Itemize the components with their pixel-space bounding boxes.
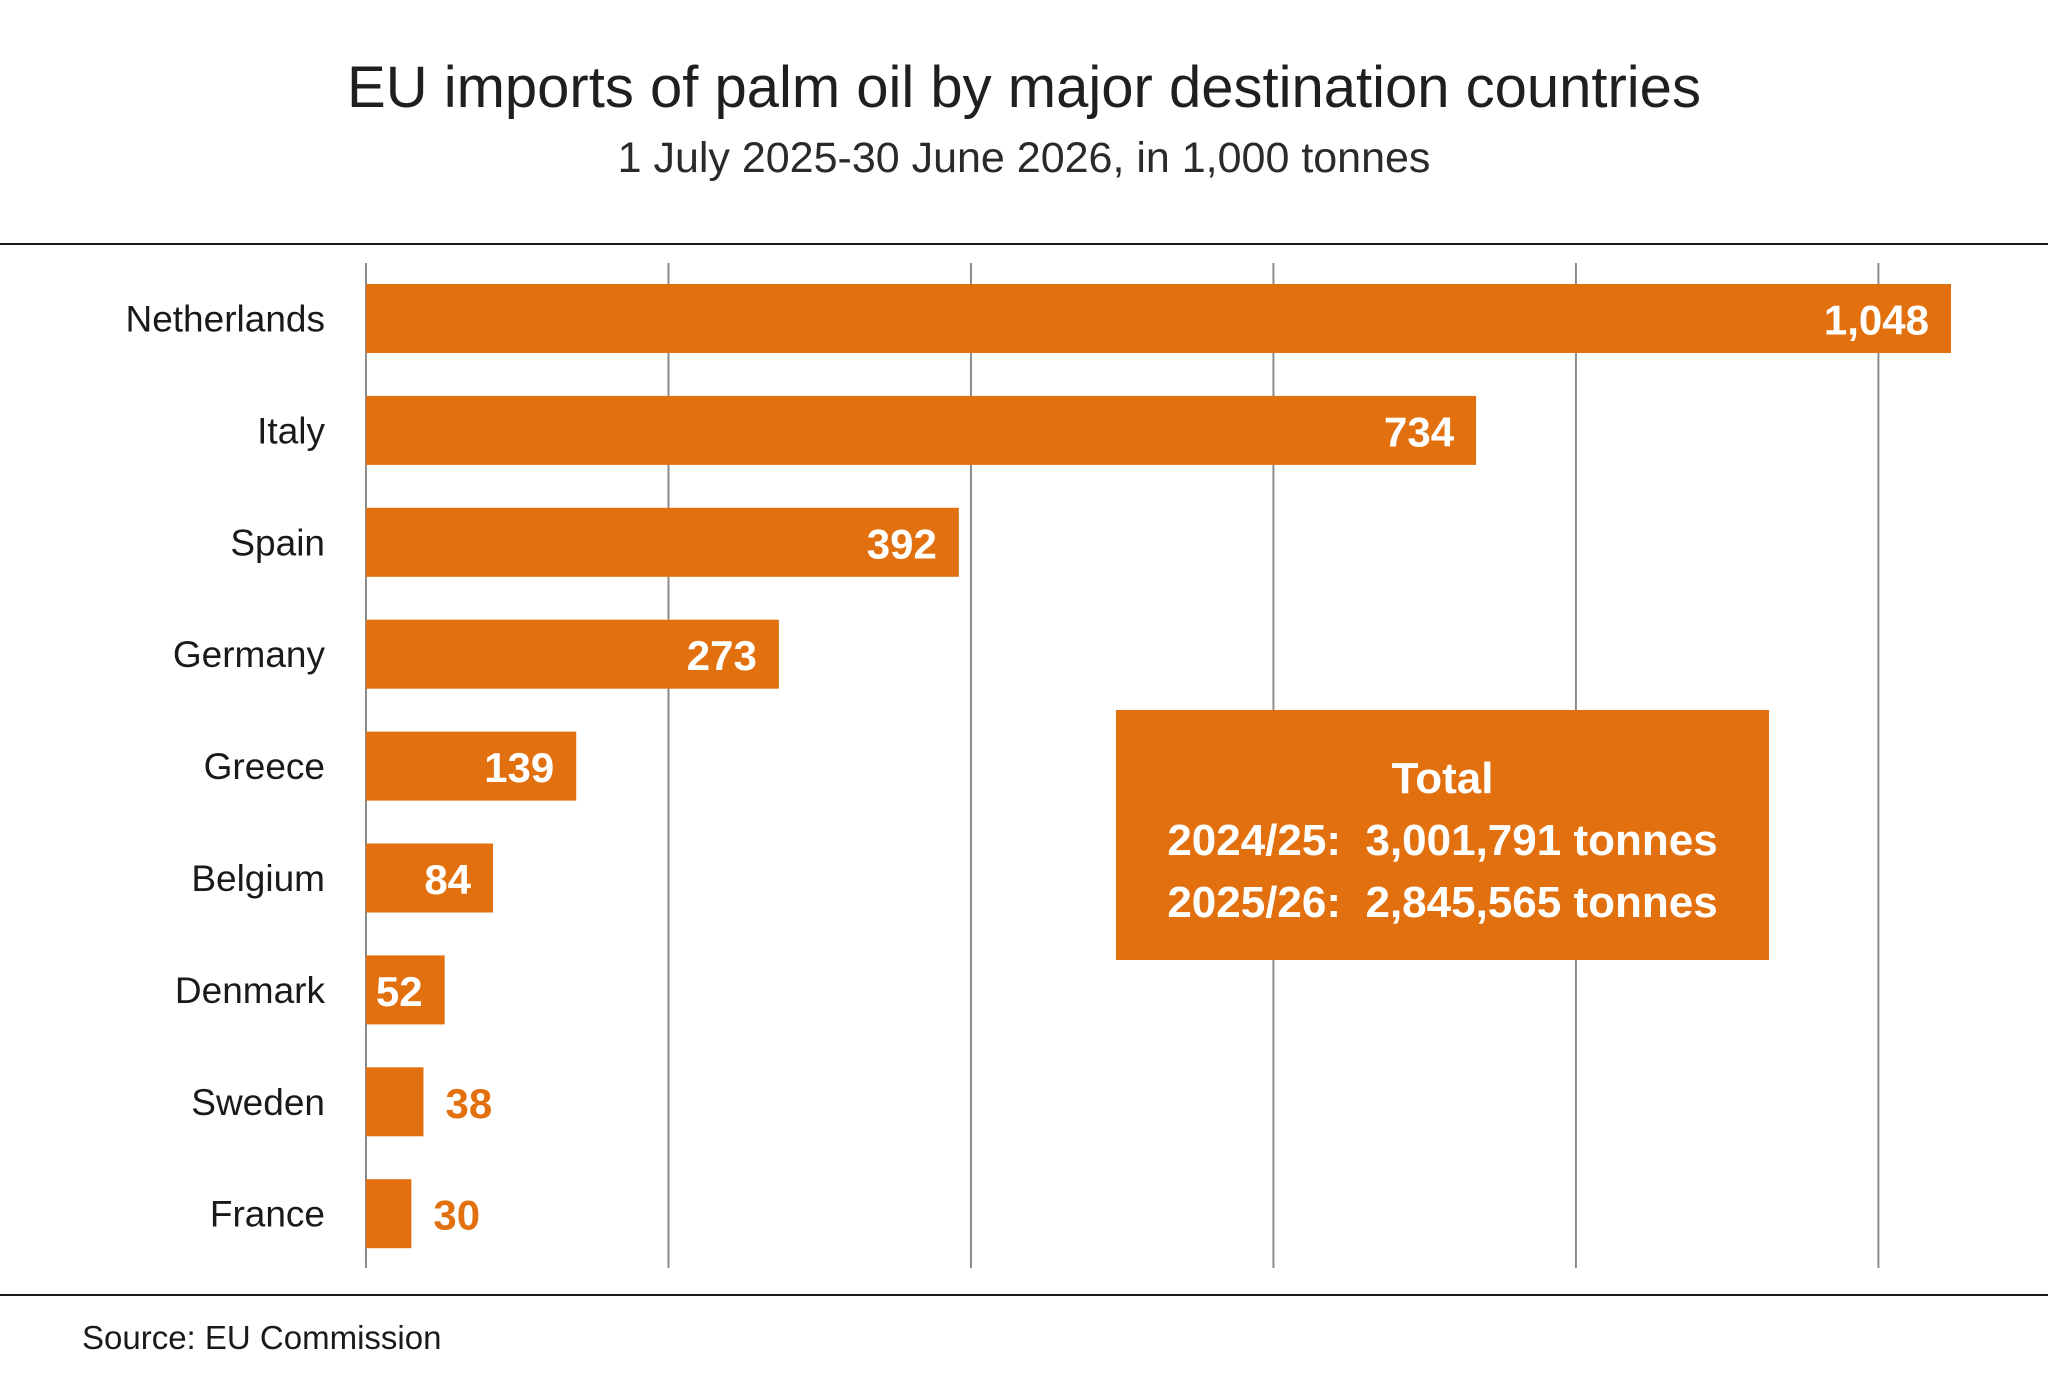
bar-spain bbox=[366, 507, 959, 577]
total-heading: Total bbox=[1391, 754, 1494, 803]
value-label-germany: 273 bbox=[687, 632, 757, 679]
value-label-netherlands: 1,048 bbox=[1824, 297, 1929, 344]
category-label-germany: Germany bbox=[173, 634, 326, 675]
bar-france bbox=[366, 1179, 412, 1249]
bar-greece bbox=[366, 731, 577, 801]
category-label-france: France bbox=[210, 1194, 325, 1235]
bar-sweden bbox=[366, 1067, 424, 1137]
bar-netherlands bbox=[366, 284, 1951, 353]
category-label-belgium: Belgium bbox=[191, 858, 325, 899]
total-line-2024-25: 2024/25: 3,001,791 tonnes bbox=[1167, 816, 1718, 865]
category-label-netherlands: Netherlands bbox=[125, 299, 325, 340]
labels: Netherlands 1,048 Italy 734 Spain 392 Germany 2… bbox=[125, 297, 1929, 1239]
category-label-denmark: Denmark bbox=[175, 970, 326, 1011]
bars bbox=[366, 284, 1951, 1249]
category-label-sweden: Sweden bbox=[191, 1082, 325, 1123]
value-label-italy: 734 bbox=[1384, 408, 1455, 455]
value-label-spain: 392 bbox=[867, 520, 937, 567]
category-label-spain: Spain bbox=[230, 522, 325, 563]
source-note: Source: EU Commission bbox=[82, 1319, 442, 1356]
bar-italy bbox=[366, 395, 1477, 465]
bar-belgium bbox=[366, 843, 494, 913]
value-label-france: 30 bbox=[433, 1192, 480, 1239]
bar-denmark bbox=[366, 955, 445, 1025]
bar-germany bbox=[366, 619, 779, 689]
value-label-belgium: 84 bbox=[424, 856, 471, 903]
chart-subtitle: 1 July 2025-30 June 2026, in 1,000 tonne… bbox=[617, 134, 1431, 182]
bottom-divider bbox=[0, 1294, 2048, 1296]
total-line-2025-26: 2025/26: 2,845,565 tonnes bbox=[1167, 878, 1718, 927]
category-label-italy: Italy bbox=[257, 410, 325, 451]
value-label-denmark: 52 bbox=[376, 968, 423, 1015]
total-annotation-box: Total 2024/25: 3,001,791 tonnes 2025/26:… bbox=[1116, 710, 1769, 960]
chart-title: EU imports of palm oil by major destinat… bbox=[347, 55, 1701, 120]
top-divider bbox=[0, 243, 2048, 245]
category-label-greece: Greece bbox=[204, 746, 325, 787]
value-label-greece: 139 bbox=[484, 744, 554, 791]
value-label-sweden: 38 bbox=[445, 1080, 492, 1127]
